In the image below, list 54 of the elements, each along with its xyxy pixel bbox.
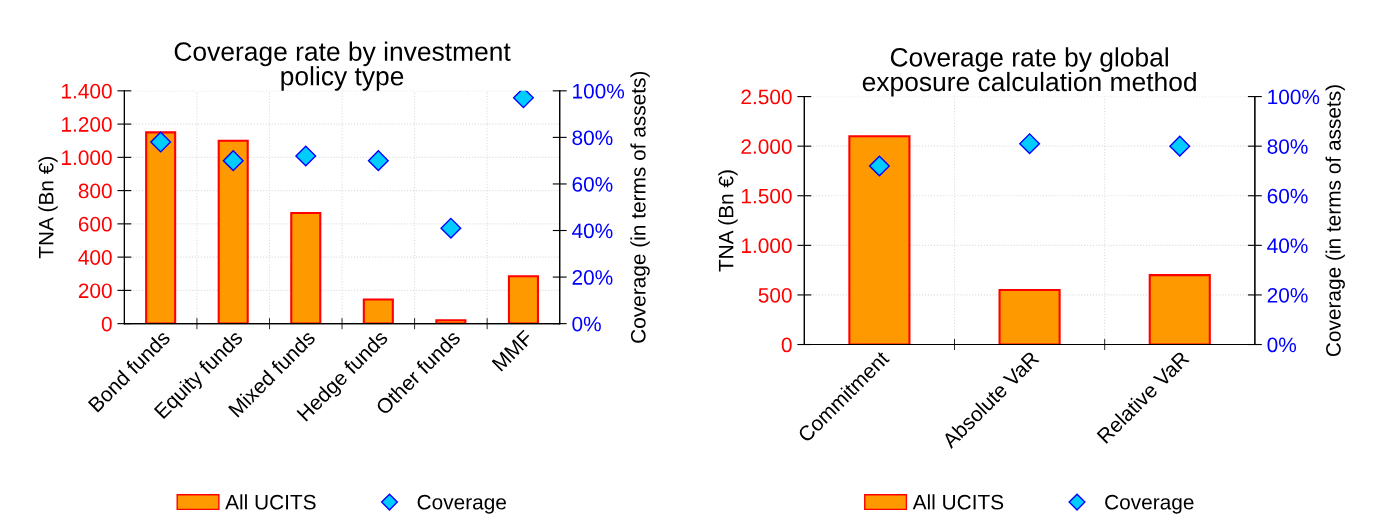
y-tick-label: 1.200 [62, 117, 112, 132]
y-tick-label: 0 [781, 337, 792, 353]
bar [145, 131, 177, 324]
bar [1148, 274, 1211, 345]
y2-tick-label: 0% [572, 316, 601, 332]
y-tick-label: 200 [78, 283, 112, 299]
y-tick-label: 0 [101, 316, 112, 332]
y-tick-label: 400 [78, 250, 112, 265]
y-tick-label: 500 [758, 287, 792, 303]
y2-tick-label: 60% [572, 176, 613, 192]
y-tick-label: 1.400 [62, 83, 112, 99]
point [295, 145, 317, 167]
legend-label: All UCITS [912, 494, 1004, 510]
y2-tick-label: 0% [1267, 337, 1297, 353]
legend-label: All UCITS [225, 494, 316, 510]
point [150, 131, 172, 153]
y2-axis-title: Coverage (in terms of assets) [1325, 85, 1345, 357]
bar [217, 139, 249, 324]
y2-tick-label: 20% [1267, 287, 1308, 303]
y-tick-label: 2.500 [741, 89, 792, 105]
y-tick-label: 800 [78, 183, 112, 199]
point [440, 217, 462, 239]
bar [507, 275, 539, 324]
y2-tick-label: 100% [1268, 89, 1320, 105]
bar [362, 298, 394, 324]
y2-tick-label: 80% [572, 130, 613, 146]
y2-tick-label: 80% [1267, 139, 1308, 154]
y-tick-label: 1.000 [62, 150, 112, 166]
legend-label: Coverage [1105, 494, 1194, 514]
y2-tick-label: 100% [573, 83, 625, 99]
point [222, 150, 244, 172]
chart-title: Coverage rate by global exposure calculation method [862, 47, 1196, 97]
legend-label: Coverage [417, 494, 506, 514]
point [1019, 133, 1041, 155]
y-tick-label: 1.000 [741, 238, 792, 254]
y-tick-label: 1.500 [741, 188, 792, 204]
y2-tick-label: 40% [1267, 238, 1308, 254]
bar [290, 212, 322, 324]
y2-axis-title: Coverage (in terms of assets) [630, 71, 650, 343]
y-axis-title: TNA (Bn €) [38, 157, 58, 259]
bar [848, 135, 911, 345]
y-tick-label: 2.000 [741, 139, 792, 154]
y2-tick-label: 40% [571, 223, 613, 239]
y-tick-label: 600 [78, 216, 112, 232]
y-axis-title: TNA (Bn €) [718, 170, 738, 272]
bar [435, 319, 467, 324]
point [367, 150, 389, 172]
chart-title: Coverage rate by investment policy type [174, 41, 511, 91]
bar [998, 288, 1061, 345]
point [512, 90, 534, 109]
point [868, 155, 890, 177]
point [1169, 135, 1191, 157]
y2-tick-label: 60% [1267, 188, 1308, 204]
y2-tick-label: 20% [572, 270, 613, 285]
